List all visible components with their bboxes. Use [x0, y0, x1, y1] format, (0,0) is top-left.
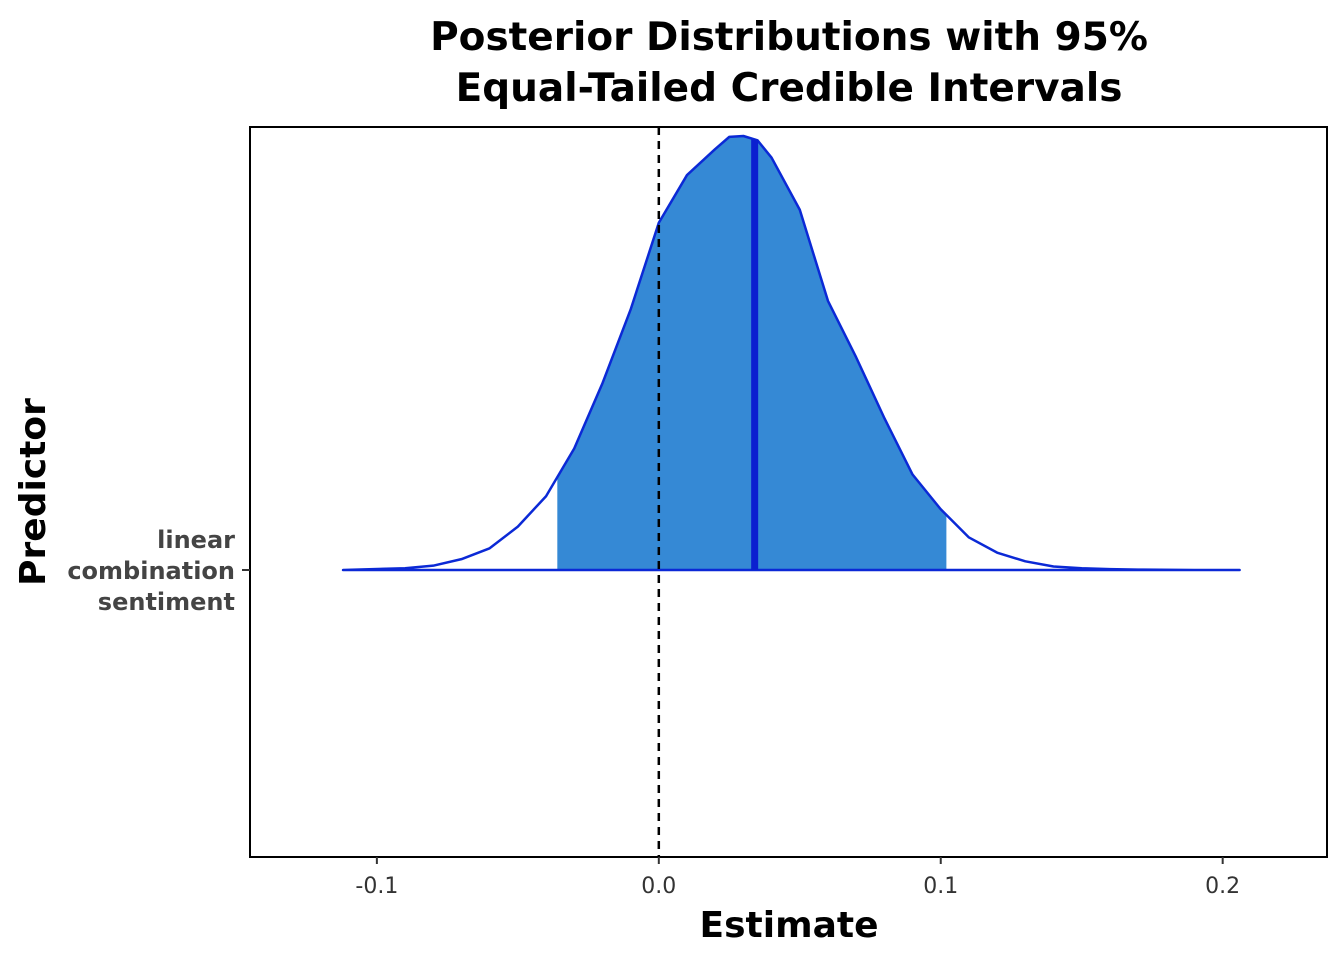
x-axis-title: Estimate	[700, 905, 879, 946]
y-tick-label-line: sentiment	[98, 588, 235, 616]
y-tick-label-line: linear	[157, 526, 235, 554]
y-axis: linear combination sentiment	[67, 526, 250, 616]
density-curve	[341, 134, 1241, 572]
chart-title-line-2: Equal-Tailed Credible Intervals	[456, 66, 1123, 111]
y-tick-label-line: combination	[67, 557, 235, 585]
chart-title: Posterior Distributions with 95% Equal-T…	[430, 15, 1148, 111]
y-axis-title: Predictor	[13, 398, 54, 586]
y-tick-label: linear combination sentiment	[67, 526, 235, 616]
x-tick-label: -0.1	[355, 874, 398, 899]
plot-area	[341, 127, 1241, 857]
x-tick-label: 0.2	[1205, 874, 1240, 899]
x-axis: -0.1 0.0 0.1 0.2	[355, 857, 1240, 899]
chart-title-line-1: Posterior Distributions with 95%	[430, 15, 1148, 60]
plot-panel-border	[249, 126, 1328, 858]
x-tick-label: 0.1	[923, 874, 958, 899]
x-tick-label: 0.0	[641, 874, 676, 899]
